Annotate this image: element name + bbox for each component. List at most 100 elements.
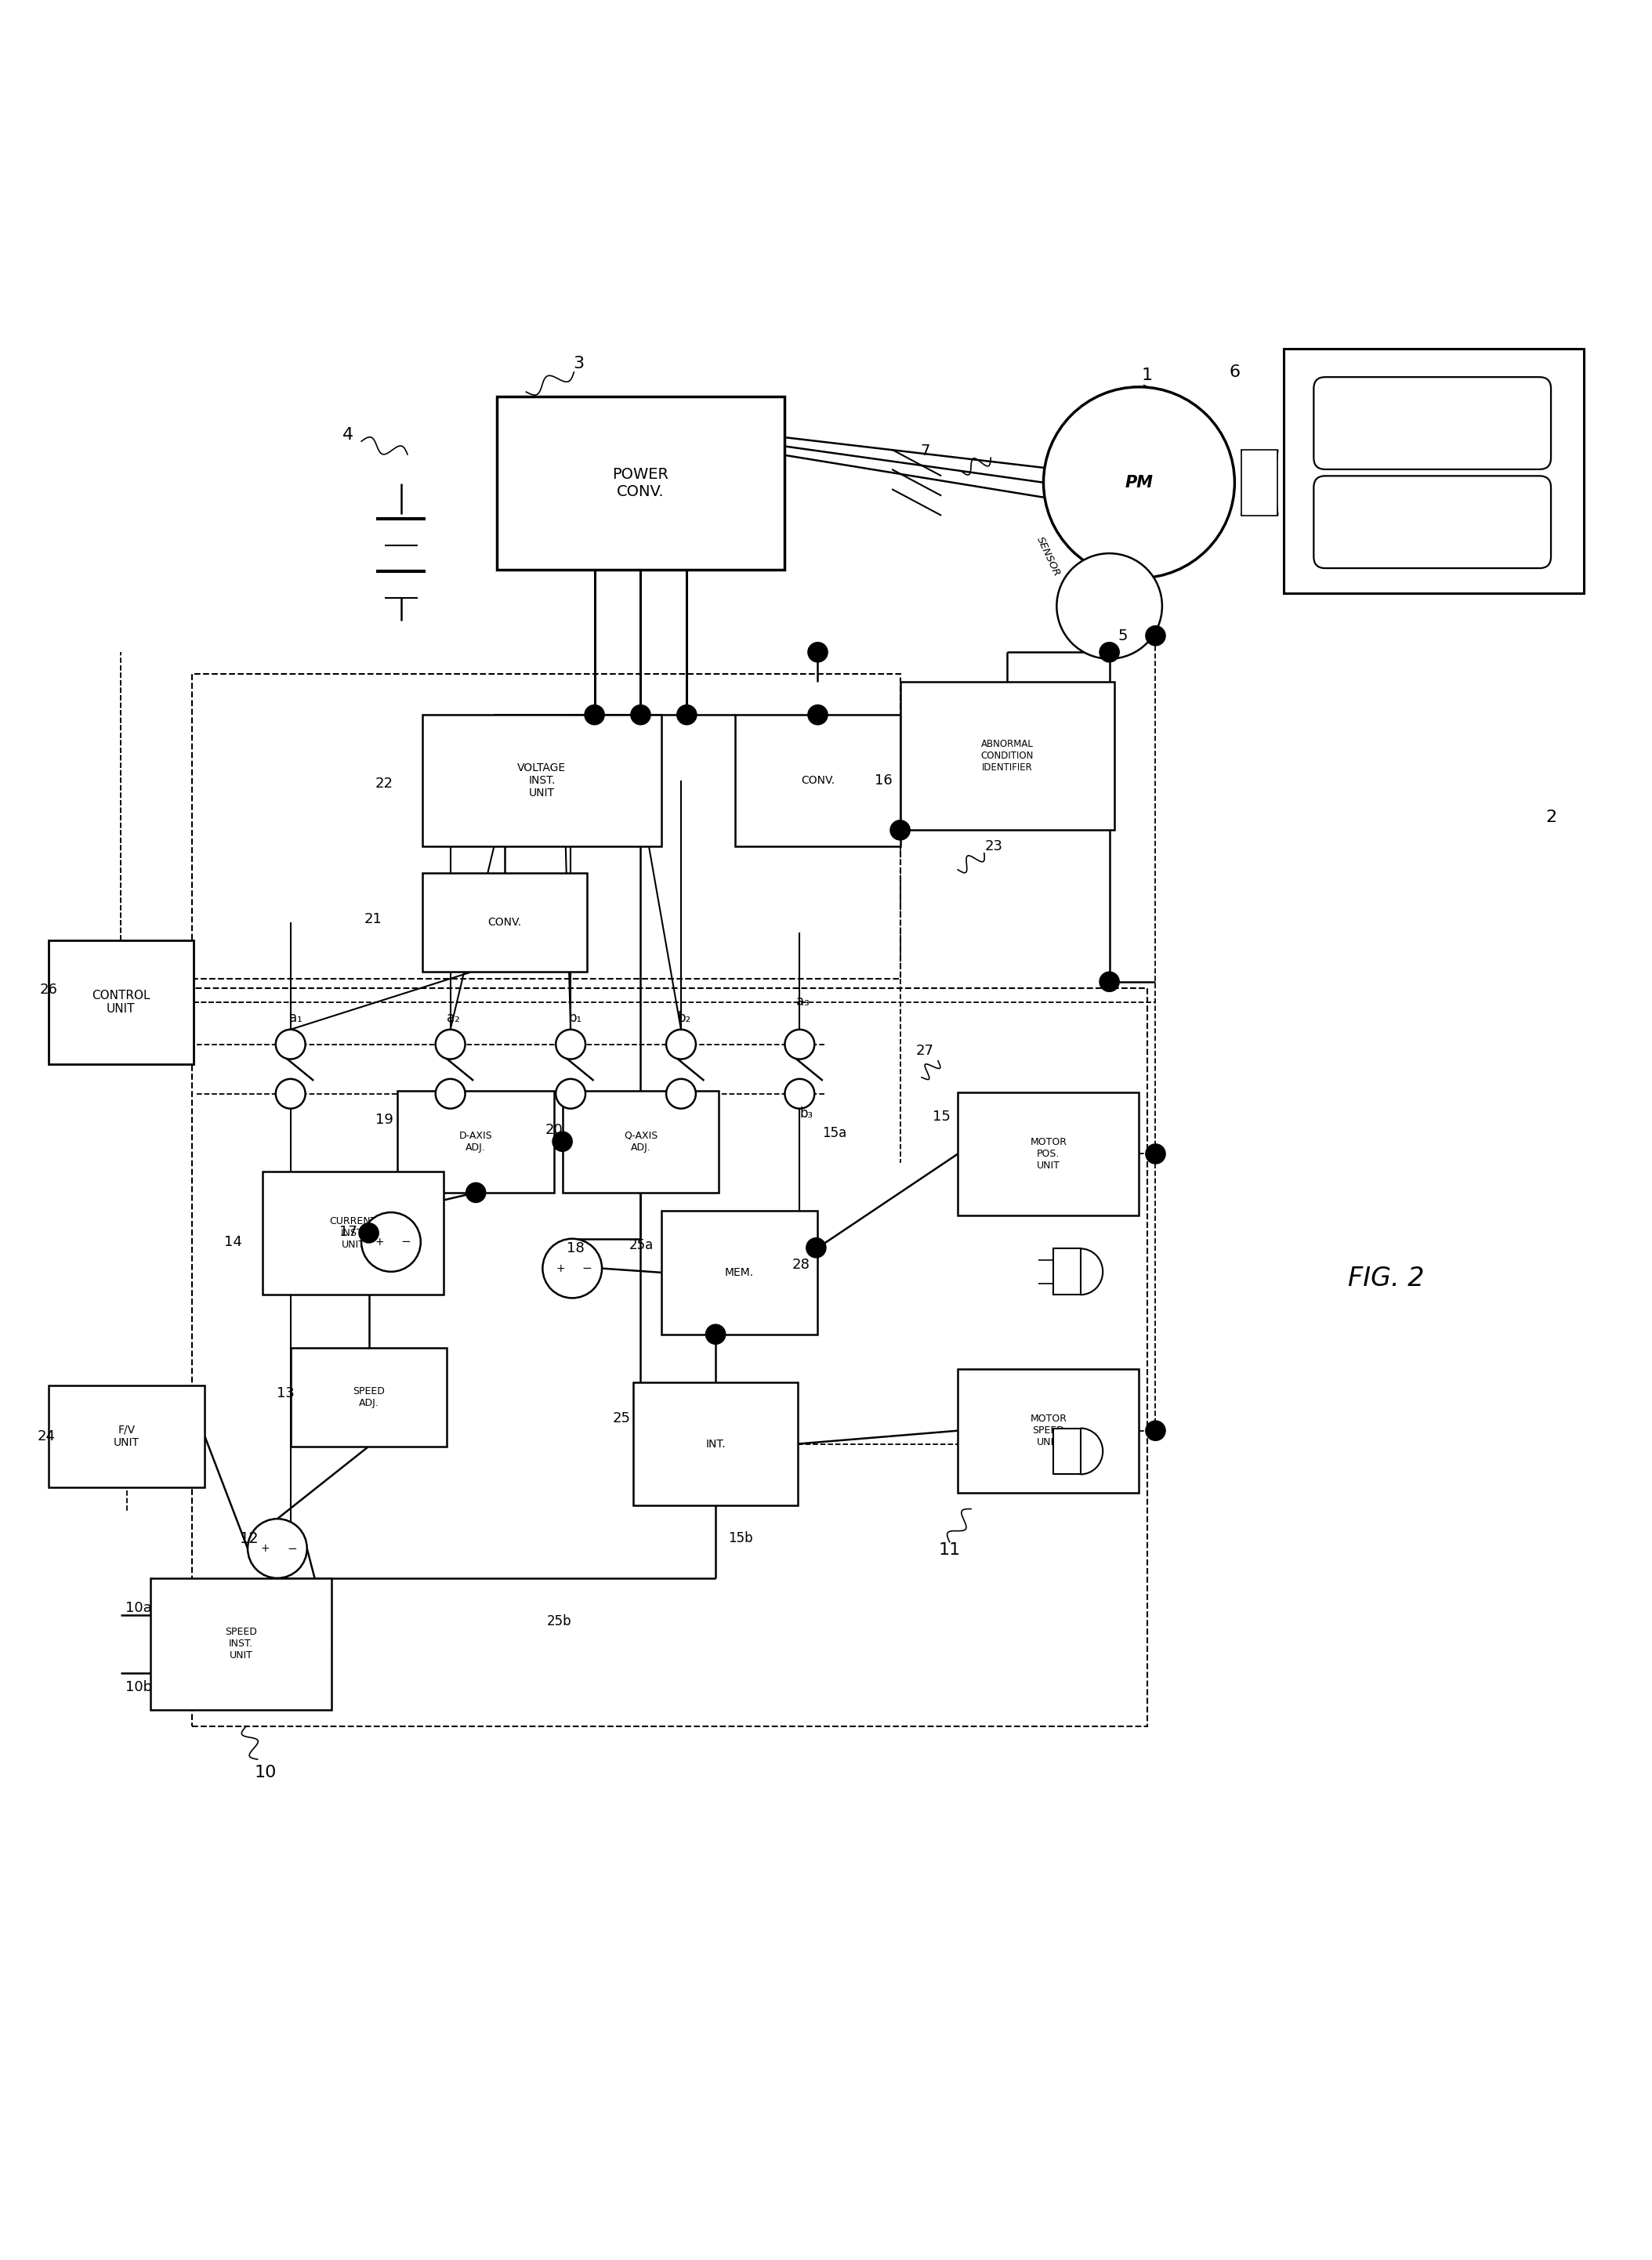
Bar [192, 988, 1146, 1727]
FancyBboxPatch shape [1313, 377, 1551, 470]
Text: −: − [401, 1236, 411, 1248]
Bar [661, 1211, 818, 1333]
Text: 15b: 15b [729, 1532, 753, 1546]
Circle shape [785, 1031, 814, 1060]
Text: 18: 18 [567, 1241, 585, 1257]
Bar [291, 1347, 448, 1446]
Text: a₁: a₁ [289, 1010, 302, 1026]
Text: a₃: a₃ [796, 994, 809, 1008]
Circle shape [1145, 1422, 1165, 1440]
Text: CONV.: CONV. [487, 918, 522, 929]
Text: MOTOR
POS.
UNIT: MOTOR POS. UNIT [1029, 1137, 1067, 1171]
Circle shape [466, 1182, 486, 1202]
Text: 17: 17 [339, 1225, 357, 1238]
Text: 10b: 10b [126, 1679, 152, 1695]
Circle shape [806, 1238, 826, 1257]
Bar [497, 398, 785, 570]
Text: −: − [287, 1544, 297, 1555]
Text: +: + [555, 1263, 565, 1275]
Bar [958, 1092, 1138, 1216]
Bar [192, 673, 900, 979]
Bar [398, 1092, 553, 1193]
Text: 28: 28 [793, 1259, 809, 1272]
Text: 4: 4 [342, 427, 354, 443]
Circle shape [555, 1078, 585, 1110]
Bar [900, 683, 1115, 829]
Text: 20: 20 [545, 1123, 563, 1137]
Text: F/V
UNIT: F/V UNIT [114, 1424, 139, 1449]
Bar [633, 1383, 798, 1505]
Text: 21: 21 [363, 913, 382, 927]
Text: +: + [261, 1544, 269, 1555]
Circle shape [1057, 554, 1161, 660]
Bar [150, 1577, 332, 1711]
Text: SENSOR: SENSOR [1034, 536, 1062, 579]
Bar [1054, 1248, 1080, 1295]
FancyBboxPatch shape [1313, 477, 1551, 567]
Circle shape [631, 705, 651, 725]
Text: 25b: 25b [547, 1614, 572, 1627]
Bar [1284, 348, 1584, 592]
Bar [735, 714, 900, 848]
Circle shape [276, 1078, 306, 1110]
Bar [423, 714, 661, 848]
Text: SPEED
ADJ.: SPEED ADJ. [354, 1385, 385, 1408]
Text: 13: 13 [276, 1388, 294, 1401]
Text: a₂: a₂ [448, 1010, 461, 1026]
Circle shape [1145, 626, 1165, 646]
Circle shape [358, 1223, 378, 1243]
Circle shape [666, 1078, 695, 1110]
Text: CONV.: CONV. [801, 775, 834, 786]
Text: 7: 7 [920, 443, 930, 459]
Circle shape [1044, 386, 1234, 579]
Bar [958, 1370, 1138, 1492]
Text: 15: 15 [932, 1110, 950, 1123]
Text: 1: 1 [1142, 368, 1153, 384]
Bar [1241, 450, 1277, 515]
Text: 27: 27 [915, 1044, 933, 1058]
Text: +: + [375, 1236, 383, 1248]
Text: 24: 24 [38, 1428, 56, 1444]
Circle shape [588, 707, 601, 721]
Circle shape [585, 705, 605, 725]
Text: VOLTAGE
INST.
UNIT: VOLTAGE INST. UNIT [517, 762, 567, 798]
Text: ABNORMAL
CONDITION
IDENTIFIER: ABNORMAL CONDITION IDENTIFIER [981, 739, 1034, 773]
Text: CONTROL
UNIT: CONTROL UNIT [91, 990, 150, 1015]
Text: FIG. 2: FIG. 2 [1348, 1266, 1424, 1290]
Text: 2: 2 [1545, 809, 1556, 825]
Text: 11: 11 [938, 1541, 961, 1557]
Circle shape [808, 642, 828, 662]
Text: b₁: b₁ [568, 1010, 582, 1026]
Text: PM: PM [1125, 475, 1153, 490]
Circle shape [666, 1031, 695, 1060]
Circle shape [248, 1519, 307, 1577]
Bar [48, 940, 193, 1064]
Text: 16: 16 [876, 773, 892, 789]
Circle shape [1145, 1144, 1165, 1164]
Text: 10: 10 [254, 1765, 278, 1781]
Text: 26: 26 [40, 983, 58, 997]
Circle shape [1100, 642, 1120, 662]
Circle shape [890, 820, 910, 841]
Text: 14: 14 [225, 1234, 241, 1250]
Text: Q-AXIS
ADJ.: Q-AXIS ADJ. [624, 1130, 657, 1153]
Text: 3: 3 [573, 357, 585, 371]
Text: 12: 12 [240, 1530, 259, 1546]
Text: INT.: INT. [705, 1437, 725, 1449]
Bar [263, 1171, 444, 1295]
Text: 6: 6 [1229, 364, 1241, 380]
Text: 19: 19 [375, 1114, 393, 1128]
Circle shape [555, 1031, 585, 1060]
Text: 22: 22 [375, 777, 393, 791]
Text: b₃: b₃ [800, 1107, 813, 1121]
Text: 25: 25 [613, 1410, 631, 1426]
Text: MEM.: MEM. [725, 1268, 753, 1277]
Circle shape [552, 1132, 572, 1150]
Text: POWER
CONV.: POWER CONV. [613, 468, 669, 499]
Text: 10a: 10a [126, 1600, 152, 1616]
Circle shape [785, 1078, 814, 1110]
Circle shape [542, 1238, 601, 1297]
Text: 23: 23 [985, 838, 1003, 854]
Circle shape [1100, 972, 1120, 992]
Circle shape [276, 1031, 306, 1060]
